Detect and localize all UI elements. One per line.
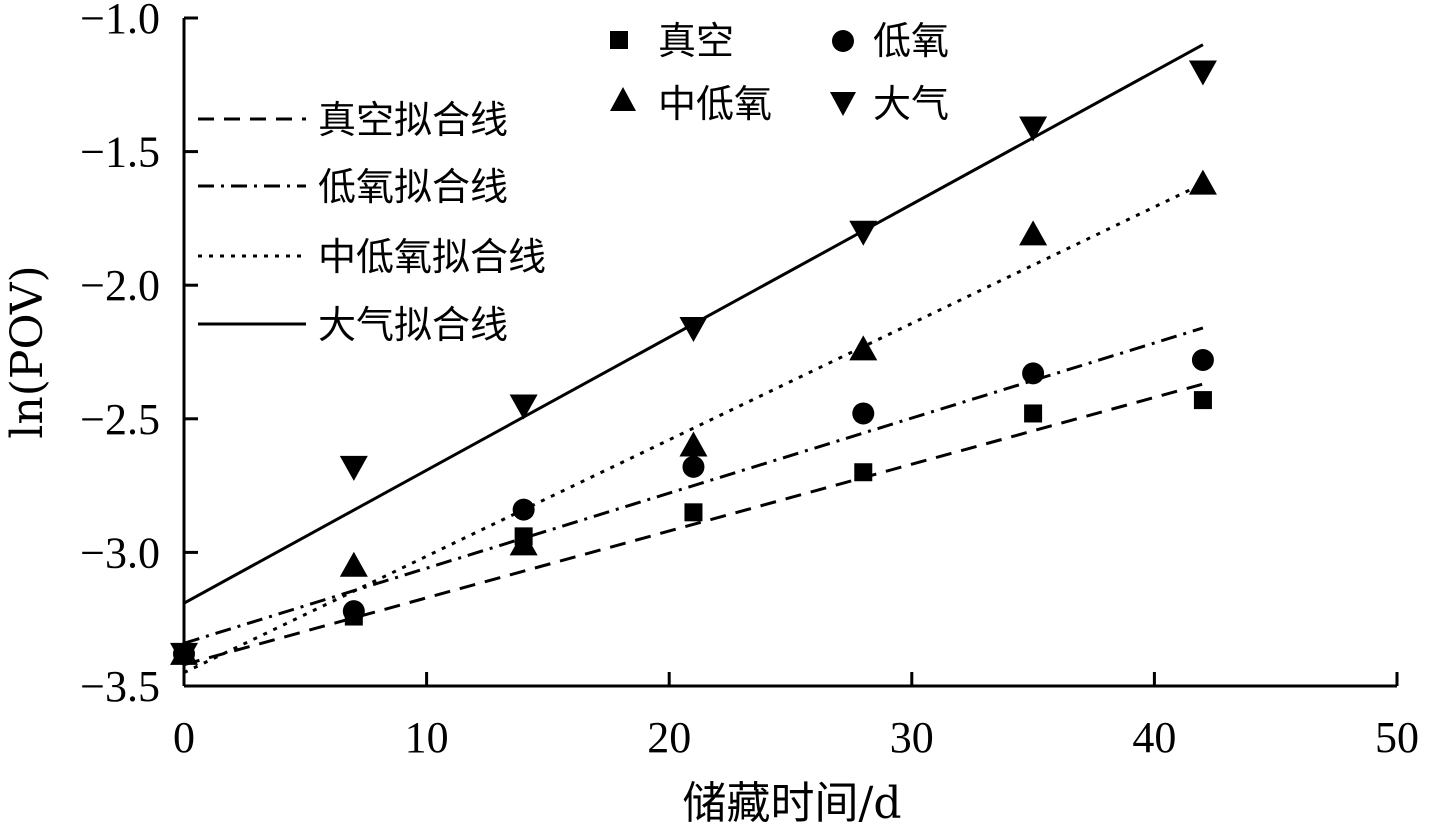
- legend-triangle-down-marker: [830, 92, 856, 116]
- x-tick-label: 10: [405, 713, 449, 762]
- data-point-triangle-down: [849, 220, 878, 246]
- y-tick-label: −2.0: [80, 261, 160, 310]
- data-point-triangle-down: [509, 394, 538, 420]
- data-point-triangle-down: [679, 316, 708, 342]
- x-tick-label: 20: [647, 713, 691, 762]
- legend-label-atmosphere: 大气: [873, 82, 949, 126]
- legend-label-low-oxygen: 低氧: [873, 19, 949, 63]
- legend-square-marker: [610, 31, 628, 49]
- legend-circle-marker: [832, 30, 854, 52]
- data-point-triangle-down: [1188, 60, 1217, 86]
- plot-frame: [182, 18, 1397, 688]
- legend-item-mid-low-oxygen: 中低氧: [610, 82, 772, 126]
- data-point-square: [1024, 404, 1043, 423]
- y-tick-label: −2.5: [80, 395, 160, 444]
- y-tick-label: −1.0: [80, 0, 160, 43]
- legend-label-atmosphere-fit: 大气拟合线: [318, 303, 508, 347]
- data-point-square: [854, 463, 873, 482]
- data-point-triangle-up: [849, 335, 878, 361]
- data-point-triangle-down: [339, 455, 368, 481]
- legend-item-vacuum: 真空: [610, 19, 734, 63]
- legend-label-mid-low-oxygen: 中低氧: [658, 82, 772, 126]
- data-point-square: [1193, 391, 1212, 410]
- data-point-triangle-up: [679, 431, 708, 457]
- legend-label-low-oxygen-fit: 低氧拟合线: [318, 165, 508, 209]
- data-point-circle: [1191, 349, 1214, 372]
- y-tick-label: −1.5: [80, 128, 160, 177]
- x-tick-label: 0: [173, 713, 195, 762]
- legend-label-vacuum-fit: 真空拟合线: [318, 98, 508, 142]
- x-tick-label: 50: [1375, 713, 1419, 762]
- data-points: [170, 60, 1217, 668]
- data-point-triangle-up: [1019, 220, 1048, 246]
- data-point-circle: [852, 402, 875, 425]
- legend-item-atmosphere: 大气: [830, 82, 949, 126]
- legend-item-low-oxygen: 低氧: [832, 19, 949, 63]
- data-point-circle: [512, 498, 535, 521]
- fit-line-dashdot: [183, 326, 1204, 645]
- data-point-square: [684, 503, 703, 522]
- fit-line-dashed: [183, 382, 1204, 667]
- x-tick-label: 40: [1132, 713, 1176, 762]
- data-point-triangle-up: [1188, 169, 1217, 195]
- data-point-triangle-up: [339, 551, 368, 577]
- legend-triangle-up-marker: [610, 87, 636, 111]
- y-axis-title: ln(POV): [2, 265, 53, 438]
- data-point-circle: [1022, 362, 1045, 385]
- fit-line-dotted: [183, 182, 1204, 674]
- fit-line-legend: 真空拟合线 低氧拟合线 中低氧拟合线 大气拟合线: [198, 98, 546, 347]
- legend-label-vacuum: 真空: [658, 19, 734, 63]
- marker-legend: 真空 低氧 中低氧 大气: [610, 19, 949, 126]
- axis-ticks: 0 10 20 30 40 50 −3.5 −3.0 −2.5 −2.0 −1.5 −1.0: [80, 0, 1419, 762]
- data-point-triangle-down: [170, 642, 198, 668]
- legend-label-mid-low-oxygen-fit: 中低氧拟合线: [318, 235, 546, 279]
- data-point-triangle-up: [509, 530, 538, 556]
- x-axis-title: 储藏时间/d: [683, 778, 902, 829]
- y-tick-label: −3.0: [80, 528, 160, 577]
- data-point-circle: [342, 600, 365, 623]
- y-tick-label: −3.5: [80, 662, 160, 711]
- x-tick-label: 30: [890, 713, 934, 762]
- data-point-triangle-down: [1019, 116, 1048, 142]
- data-point-circle: [682, 455, 705, 478]
